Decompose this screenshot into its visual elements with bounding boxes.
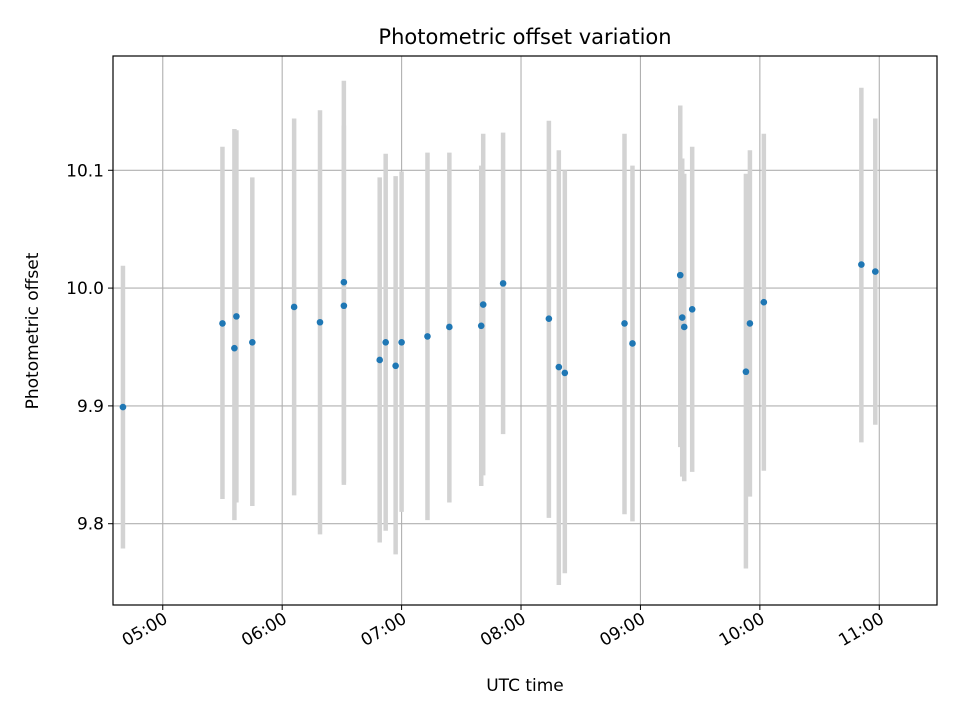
data-point [392,362,399,370]
data-point [561,369,569,377]
data-point [340,278,348,286]
x-tick-label: 05:00 [119,609,171,651]
data-point [424,333,431,340]
y-axis-label: Photometric offset [23,252,43,409]
y-tick-label: 9.9 [77,397,104,417]
data-point [119,403,127,411]
y-axis-ticks: 9.8 9.9 10.0 10.1 [66,161,113,535]
data-point [858,261,865,268]
y-tick-label: 10.1 [66,161,104,181]
data-point [688,305,696,313]
x-tick-label: 09:00 [597,609,649,651]
plot-frame [112,55,938,606]
data-point [398,338,405,346]
data-points [119,261,879,411]
x-tick-label: 10:00 [716,609,768,651]
data-point [621,320,628,327]
data-point [629,340,636,347]
y-tick-label: 10.0 [66,279,104,299]
x-axis-ticks: 05:00 06:00 07:00 08:00 09:00 10:00 11:00 [119,605,888,651]
data-point [871,268,879,275]
y-tick-label: 9.8 [77,515,104,535]
x-tick-label: 08:00 [477,609,529,651]
chart-title: Photometric offset variation [378,25,671,49]
data-point [340,302,348,310]
data-point [290,303,298,311]
data-point [233,313,240,320]
grid [113,56,937,605]
x-tick-label: 06:00 [238,609,290,651]
data-point [545,315,553,323]
data-point [680,323,688,331]
x-axis-label: UTC time [486,676,564,696]
data-point [760,298,768,306]
data-point [479,301,487,308]
data-point [477,322,485,330]
data-point [316,318,324,326]
data-point [499,280,507,287]
data-point [231,344,238,352]
data-point [742,368,750,376]
data-point [382,338,389,346]
x-tick-label: 11:00 [835,609,887,651]
data-point [446,323,453,331]
data-point [678,314,686,321]
data-point [219,320,226,327]
data-point [676,271,684,279]
data-point [555,363,563,371]
data-point [746,320,754,327]
x-tick-label: 07:00 [358,609,410,651]
data-point [376,356,384,364]
data-point [249,338,256,346]
error-bars [120,80,878,585]
